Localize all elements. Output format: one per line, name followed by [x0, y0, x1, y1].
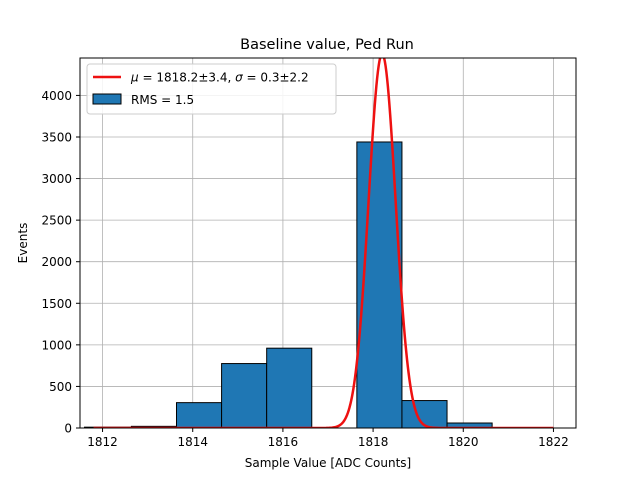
y-tick-label: 3500	[41, 130, 72, 144]
legend-mu-value: = 1818.2±3.4,	[139, 71, 235, 85]
histogram-bar	[266, 347, 313, 429]
legend-fit-label: μ = 1818.2±3.4, σ = 0.3±2.2	[130, 71, 309, 85]
x-tick-label: 1814	[177, 435, 208, 449]
x-tick-label: 1822	[538, 435, 569, 449]
y-tick-label: 3000	[41, 172, 72, 186]
legend-sigma-symbol: σ	[235, 71, 243, 85]
legend: μ = 1818.2±3.4, σ = 0.3±2.2 RMS = 1.5	[86, 63, 337, 115]
chart-title: Baseline value, Ped Run	[240, 37, 414, 53]
legend-mu-symbol: μ	[130, 71, 139, 85]
x-axis-label: Sample Value [ADC Counts]	[245, 456, 411, 470]
y-tick-label: 500	[49, 380, 72, 394]
y-tick-label: 4000	[41, 89, 72, 103]
x-axis-ticks: 1812 1814 1816 1818 1820 1822	[87, 428, 569, 449]
x-tick-label: 1812	[87, 435, 118, 449]
y-axis-ticks: 0 500 1000 1500 2000 2500 3000 3500 4000	[41, 89, 80, 436]
legend-sigma-value: = 0.3±2.2	[243, 71, 309, 85]
x-tick-label: 1818	[358, 435, 389, 449]
x-tick-label: 1820	[448, 435, 479, 449]
legend-box	[86, 63, 337, 115]
histogram-bar	[175, 402, 223, 429]
plot-frame	[79, 57, 577, 429]
y-tick-label: 2000	[41, 255, 72, 269]
histogram-bar	[401, 400, 448, 429]
y-tick-label: 2500	[41, 214, 72, 228]
y-tick-label: 0	[64, 422, 72, 436]
x-tick-label: 1816	[268, 435, 299, 449]
histogram-bar	[221, 363, 268, 429]
legend-hist-swatch	[92, 93, 122, 105]
y-axis-label: Events	[16, 223, 30, 264]
y-tick-label: 1000	[41, 338, 72, 352]
y-tick-label: 1500	[41, 297, 72, 311]
legend-hist-label: RMS = 1.5	[131, 93, 194, 107]
